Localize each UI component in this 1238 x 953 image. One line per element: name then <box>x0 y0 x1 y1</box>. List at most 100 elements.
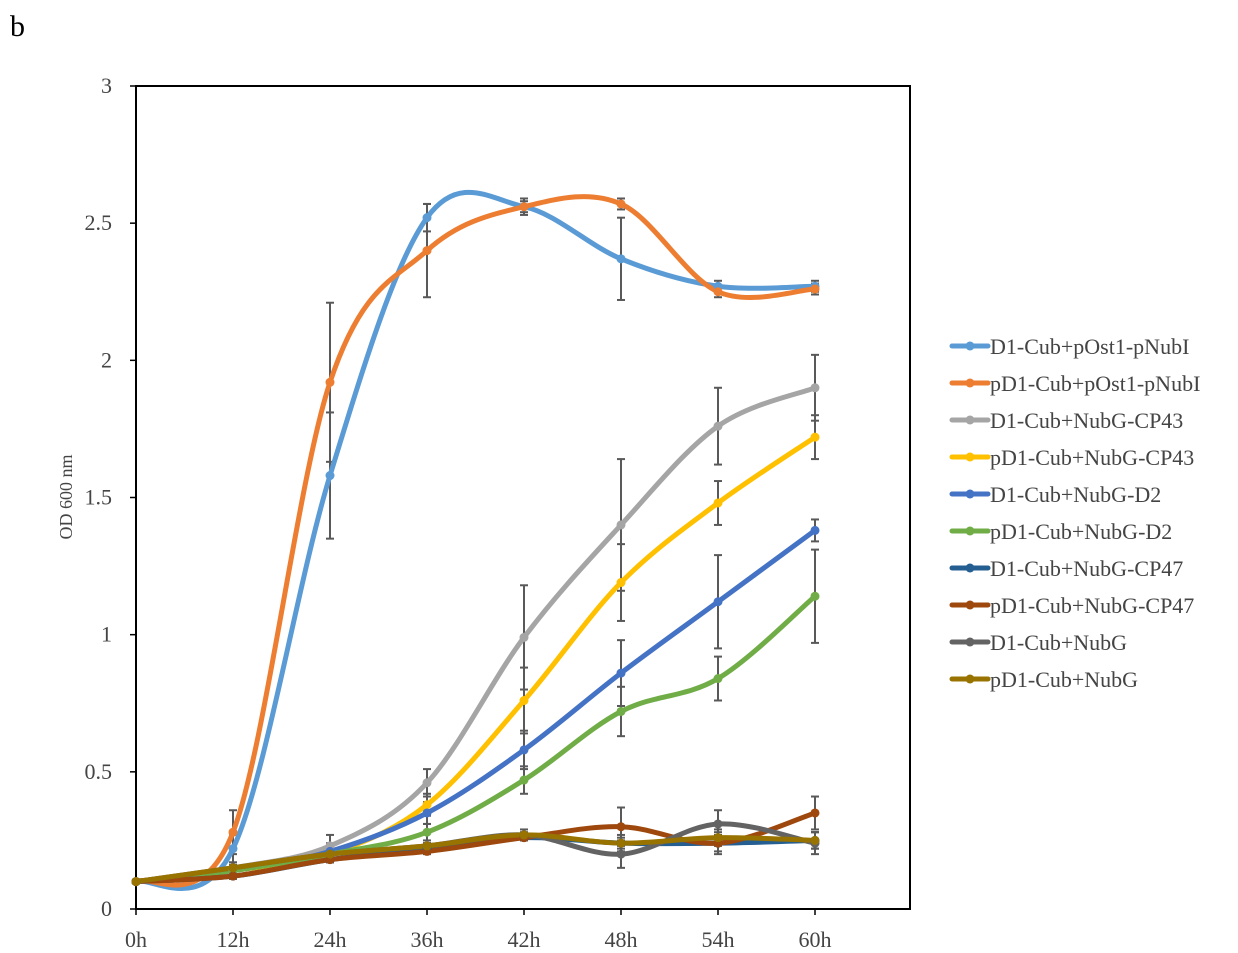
data-point-pd1-cub-nubg <box>422 841 432 851</box>
legend-marker <box>965 452 975 462</box>
data-point-pd1-cub-nubg <box>131 877 141 887</box>
data-point-d1-cub-post1-pnubi <box>422 213 432 223</box>
legend-marker <box>965 415 975 425</box>
legend-entry-pd1-cub-nubg-cp43: pD1-Cub+NubG-CP43 <box>949 445 1194 470</box>
legend-entry-d1-cub-nubg-d2: D1-Cub+NubG-D2 <box>949 482 1161 507</box>
y-axis: 0 0.5 1 1.5 2 2.5 3 <box>85 73 136 921</box>
data-point-pd1-cub-nubg-d2 <box>616 706 626 716</box>
data-point-d1-cub-post1-pnubi <box>325 471 335 481</box>
legend-label: pD1-Cub+pOst1-pNubI <box>990 371 1200 396</box>
y-axis-title: OD 600 nm <box>56 455 76 540</box>
legend-label: pD1-Cub+NubG-CP43 <box>990 445 1194 470</box>
data-point-pd1-cub-nubg-d2 <box>519 775 529 785</box>
data-point-d1-cub-nubg-cp43 <box>422 778 432 788</box>
legend-entry-d1-cub-nubg-cp47: D1-Cub+NubG-CP47 <box>949 556 1183 581</box>
legend-label: pD1-Cub+NubG <box>990 667 1138 692</box>
legend-entry-d1-cub-nubg: D1-Cub+NubG <box>949 630 1127 655</box>
data-points <box>131 199 820 887</box>
data-point-pd1-cub-nubg-d2 <box>713 674 723 684</box>
legend-entry-pd1-cub-post1-pnubi: pD1-Cub+pOst1-pNubI <box>949 371 1200 396</box>
series-line-d1-cub-post1-pnubi <box>133 189 818 891</box>
y-tick-label: 2.5 <box>85 210 113 235</box>
data-point-pd1-cub-post1-pnubi <box>325 377 335 387</box>
legend-marker <box>965 637 975 647</box>
y-tick-label: 0.5 <box>85 759 113 784</box>
data-point-pd1-cub-nubg-d2 <box>810 591 820 601</box>
legend-entry-d1-cub-post1-pnubi: D1-Cub+pOst1-pNubI <box>949 334 1189 359</box>
data-point-d1-cub-nubg-cp43 <box>616 520 626 530</box>
series-line-d1-cub-nubg-d2 <box>133 527 818 885</box>
legend-entry-pd1-cub-nubg: pD1-Cub+NubG <box>949 667 1138 692</box>
legend-label: D1-Cub+pOst1-pNubI <box>990 334 1189 359</box>
data-point-d1-cub-nubg-cp43 <box>810 383 820 393</box>
legend-marker <box>965 378 975 388</box>
legend-marker <box>965 526 975 536</box>
data-point-d1-cub-nubg-cp43 <box>519 632 529 642</box>
data-point-pd1-cub-nubg <box>713 833 723 843</box>
x-tick-label: 60h <box>799 927 832 952</box>
data-point-d1-cub-nubg-d2 <box>519 745 529 755</box>
legend-marker <box>965 563 975 573</box>
data-point-pd1-cub-post1-pnubi <box>713 287 723 297</box>
data-point-pd1-cub-post1-pnubi <box>422 246 432 256</box>
x-tick-label: 0h <box>125 927 147 952</box>
x-tick-label: 54h <box>702 927 735 952</box>
data-point-pd1-cub-nubg-d2 <box>422 827 432 837</box>
data-point-pd1-cub-nubg-cp47 <box>810 808 820 818</box>
data-point-d1-cub-nubg-d2 <box>422 808 432 818</box>
legend-label: D1-Cub+NubG-CP43 <box>990 408 1183 433</box>
data-point-pd1-cub-nubg-cp43 <box>422 800 432 810</box>
x-tick-label: 42h <box>508 927 541 952</box>
y-tick-label: 2 <box>101 347 112 372</box>
legend-marker <box>965 489 975 499</box>
data-point-pd1-cub-post1-pnubi <box>519 202 529 212</box>
data-point-d1-cub-nubg-d2 <box>713 597 723 607</box>
legend-entry-pd1-cub-nubg-cp47: pD1-Cub+NubG-CP47 <box>949 593 1194 618</box>
data-point-pd1-cub-nubg-cp43 <box>713 498 723 508</box>
legend-entry-d1-cub-nubg-cp43: D1-Cub+NubG-CP43 <box>949 408 1183 433</box>
legend-label: D1-Cub+NubG-CP47 <box>990 556 1183 581</box>
data-point-pd1-cub-nubg <box>228 863 238 873</box>
data-point-pd1-cub-post1-pnubi <box>810 284 820 294</box>
data-point-d1-cub-nubg <box>713 819 723 829</box>
y-tick-label: 0 <box>101 896 112 921</box>
data-point-pd1-cub-nubg <box>519 830 529 840</box>
data-point-d1-cub-nubg-cp43 <box>713 421 723 431</box>
legend: D1-Cub+pOst1-pNubI pD1-Cub+pOst1-pNubI D1-… <box>949 334 1200 692</box>
legend-marker <box>965 674 975 684</box>
x-tick-label: 12h <box>217 927 250 952</box>
x-tick-label: 48h <box>605 927 638 952</box>
data-point-d1-cub-nubg-d2 <box>616 668 626 678</box>
x-axis: 0h 12h 24h 36h 42h 48h 54h 60h <box>125 909 832 952</box>
series-line-pd1-cub-nubg <box>133 832 818 885</box>
legend-label: pD1-Cub+NubG-CP47 <box>990 593 1194 618</box>
data-point-d1-cub-post1-pnubi <box>616 254 626 264</box>
series-line-pd1-cub-post1-pnubi <box>133 194 818 888</box>
legend-label: D1-Cub+NubG <box>990 630 1127 655</box>
data-point-pd1-cub-post1-pnubi <box>616 199 626 209</box>
data-point-pd1-cub-nubg-cp47 <box>228 871 238 881</box>
data-point-pd1-cub-nubg <box>616 838 626 848</box>
series-lines <box>133 189 818 891</box>
data-point-d1-cub-post1-pnubi <box>228 844 238 854</box>
legend-label: D1-Cub+NubG-D2 <box>990 482 1161 507</box>
y-tick-label: 1 <box>101 622 112 647</box>
data-point-pd1-cub-nubg-cp47 <box>616 822 626 832</box>
data-point-d1-cub-nubg <box>616 849 626 859</box>
legend-marker <box>965 600 975 610</box>
x-tick-label: 24h <box>314 927 347 952</box>
data-point-pd1-cub-nubg-cp43 <box>810 432 820 442</box>
legend-entry-pd1-cub-nubg-d2: pD1-Cub+NubG-D2 <box>949 519 1172 544</box>
data-point-pd1-cub-nubg <box>810 835 820 845</box>
data-point-pd1-cub-post1-pnubi <box>228 827 238 837</box>
data-point-pd1-cub-nubg <box>325 849 335 859</box>
x-tick-label: 36h <box>411 927 444 952</box>
data-point-pd1-cub-nubg-cp43 <box>616 578 626 588</box>
legend-marker <box>965 341 975 351</box>
data-point-pd1-cub-nubg-cp43 <box>519 696 529 706</box>
y-tick-label: 3 <box>101 73 112 98</box>
panel-label: b <box>10 10 25 43</box>
data-point-d1-cub-nubg-d2 <box>810 525 820 535</box>
legend-label: pD1-Cub+NubG-D2 <box>990 519 1172 544</box>
